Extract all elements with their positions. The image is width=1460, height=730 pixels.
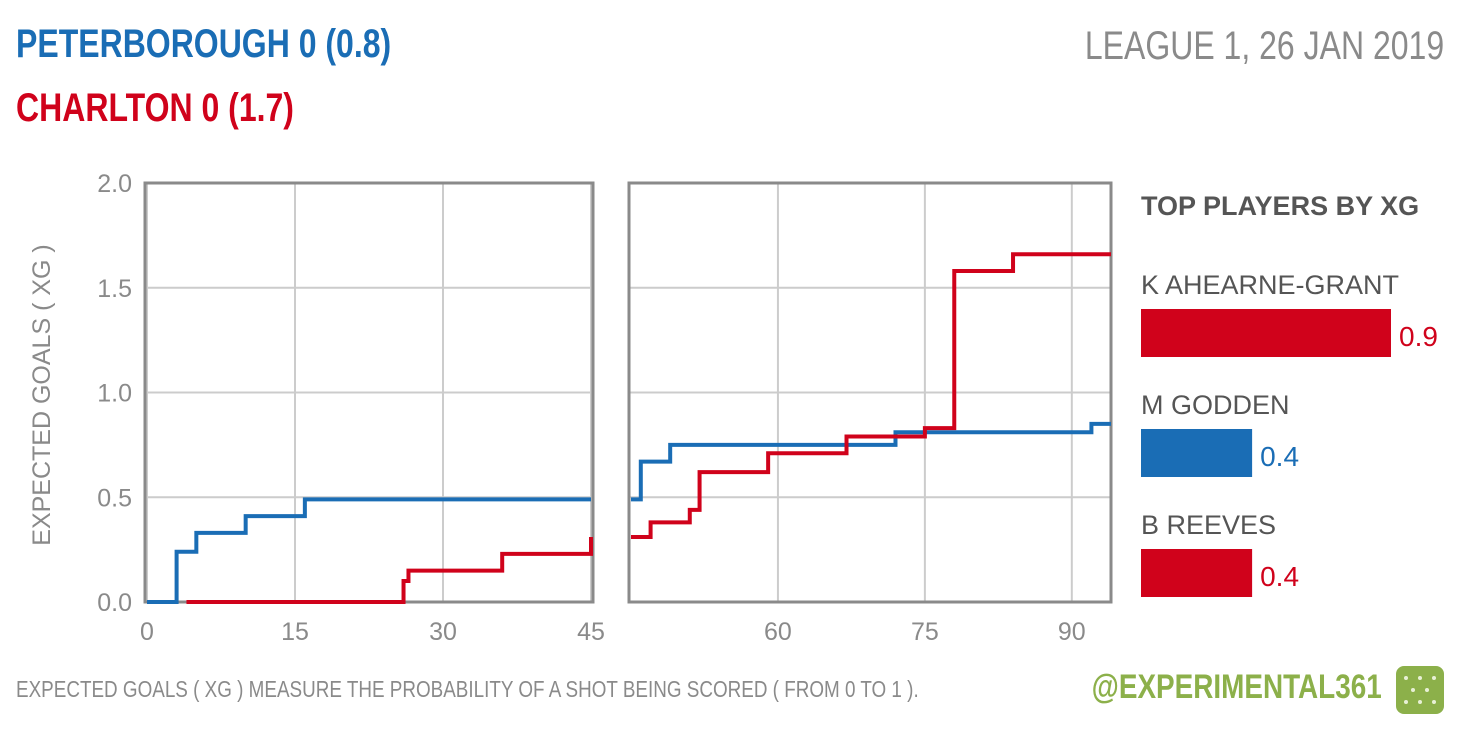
x-tick-label: 90 bbox=[1058, 618, 1086, 646]
x-tick-label: 60 bbox=[764, 618, 792, 646]
home-team-score: PETERBOROUGH 0 (0.8) bbox=[16, 22, 392, 66]
y-tick-label: 0.0 bbox=[97, 589, 132, 617]
x-tick-label: 30 bbox=[429, 618, 457, 646]
x-tick-label: 75 bbox=[911, 618, 939, 646]
pitch-logo-icon bbox=[1396, 666, 1444, 714]
y-tick-label: 0.5 bbox=[97, 484, 132, 512]
footnote: EXPECTED GOALS ( XG ) MEASURE THE PROBAB… bbox=[16, 676, 919, 702]
player-name: M GODDEN bbox=[1141, 390, 1290, 420]
match-info: LEAGUE 1, 26 JAN 2019 bbox=[1084, 24, 1444, 68]
x-tick-label: 0 bbox=[140, 618, 154, 646]
players-title: TOP PLAYERS BY XG bbox=[1141, 191, 1419, 221]
x-tick-label: 15 bbox=[281, 618, 309, 646]
x-tick-label: 45 bbox=[577, 618, 605, 646]
player-xg-value: 0.4 bbox=[1260, 561, 1299, 592]
twitter-handle[interactable]: @EXPERIMENTAL361 bbox=[1091, 668, 1382, 706]
player-bar bbox=[1141, 429, 1253, 477]
y-axis-label: EXPECTED GOALS ( XG ) bbox=[28, 244, 56, 545]
xg-line-peterborough bbox=[631, 421, 1111, 502]
y-tick-label: 2.0 bbox=[97, 170, 132, 198]
player-name: B REEVES bbox=[1141, 510, 1276, 540]
player-bar bbox=[1141, 549, 1253, 597]
away-team-score: CHARLTON 0 (1.7) bbox=[16, 86, 294, 130]
y-tick-label: 1.0 bbox=[97, 380, 132, 408]
xg-line-charlton bbox=[631, 252, 1111, 540]
player-xg-value: 0.9 bbox=[1399, 321, 1438, 352]
player-xg-value: 0.4 bbox=[1260, 441, 1299, 472]
xg-line-peterborough bbox=[147, 497, 591, 604]
player-name: K AHEARNE-GRANT bbox=[1141, 270, 1399, 300]
plot-frame bbox=[627, 181, 1113, 604]
y-tick-label: 1.5 bbox=[97, 275, 132, 303]
xg-line-charlton bbox=[186, 537, 593, 604]
player-bar bbox=[1141, 309, 1391, 357]
